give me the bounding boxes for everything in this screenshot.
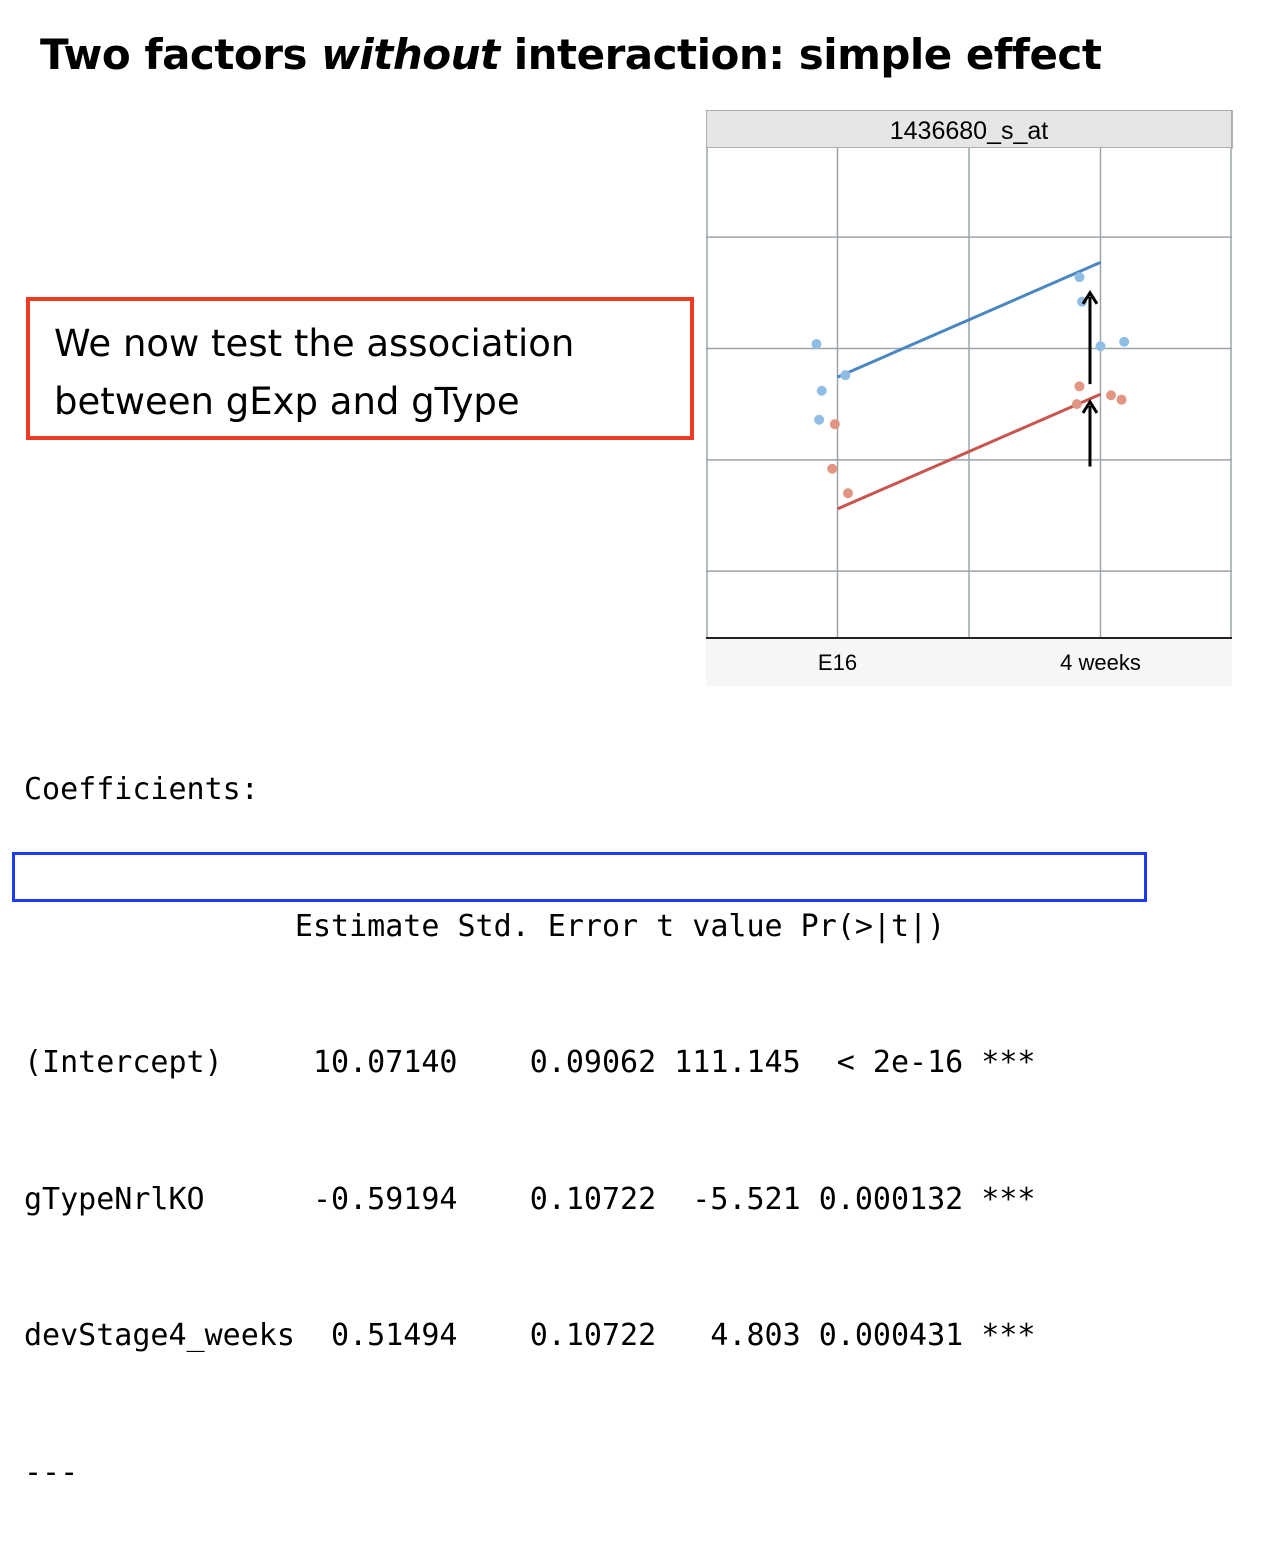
title-emphasis: without [321, 30, 500, 79]
title-part-3: interaction: simple effect [499, 30, 1102, 79]
callout-box: We now test the association between gExp… [26, 297, 694, 440]
callout-line-1: We now test the association [54, 322, 575, 365]
data-point-0-0 [811, 339, 822, 349]
x-tick-label-1: 4 weeks [1060, 650, 1141, 675]
callout-line-2: between gExp and gType [54, 380, 520, 423]
axis-label-band [706, 639, 1232, 686]
arrow-layer [1081, 289, 1099, 467]
coef-header-row: Estimate Std. Error t value Pr(>|t|) [24, 908, 946, 944]
coefficients-output: Coefficients: Estimate Std. Error t valu… [24, 676, 1035, 1541]
fit-layer [836, 261, 1102, 511]
coef-row-intercept: (Intercept) 10.07140 0.09062 111.145 < 2… [24, 1045, 1036, 1080]
data-point-1-5 [1106, 390, 1117, 401]
data-point-1-6 [1116, 394, 1127, 405]
panel-title: 1436680_s_at [890, 117, 1049, 145]
coef-row-devstage: devStage4_weeks 0.51494 0.10722 4.803 0.… [24, 1318, 1036, 1353]
coef-footer: --- [24, 1454, 79, 1490]
arrow-1 [1081, 399, 1099, 467]
data-point-1-1 [827, 463, 838, 474]
fit-line-1 [836, 392, 1102, 511]
data-point-0-6 [1095, 341, 1106, 352]
data-point-1-2 [843, 488, 854, 499]
coef-row-gtype: gTypeNrlKO -0.59194 0.10722 -5.521 0.000… [24, 1181, 1036, 1217]
fit-line-0 [836, 261, 1102, 379]
data-point-1-3 [1071, 399, 1082, 410]
data-point-0-3 [816, 385, 827, 396]
data-point-0-4 [1074, 272, 1085, 283]
data-point-1-4 [1074, 381, 1085, 392]
data-point-0-7 [1119, 336, 1130, 347]
arrow-0 [1081, 289, 1099, 385]
grid-layer [706, 148, 1232, 638]
point-layer [811, 272, 1130, 499]
data-point-0-2 [840, 370, 851, 381]
coef-heading: Coefficients: [24, 772, 259, 807]
expression-plot: 1436680_s_at E16 4 weeks [706, 110, 1233, 686]
title-part-1: Two factors [40, 30, 322, 79]
data-point-1-0 [829, 419, 840, 430]
slide-title: Two factors without interaction: simple … [40, 30, 1102, 79]
strip-background [706, 110, 1233, 149]
tick-layer: E16 4 weeks [818, 650, 1141, 675]
highlight-box [12, 852, 1147, 902]
data-point-0-1 [814, 414, 825, 425]
x-tick-label-0: E16 [818, 650, 857, 675]
